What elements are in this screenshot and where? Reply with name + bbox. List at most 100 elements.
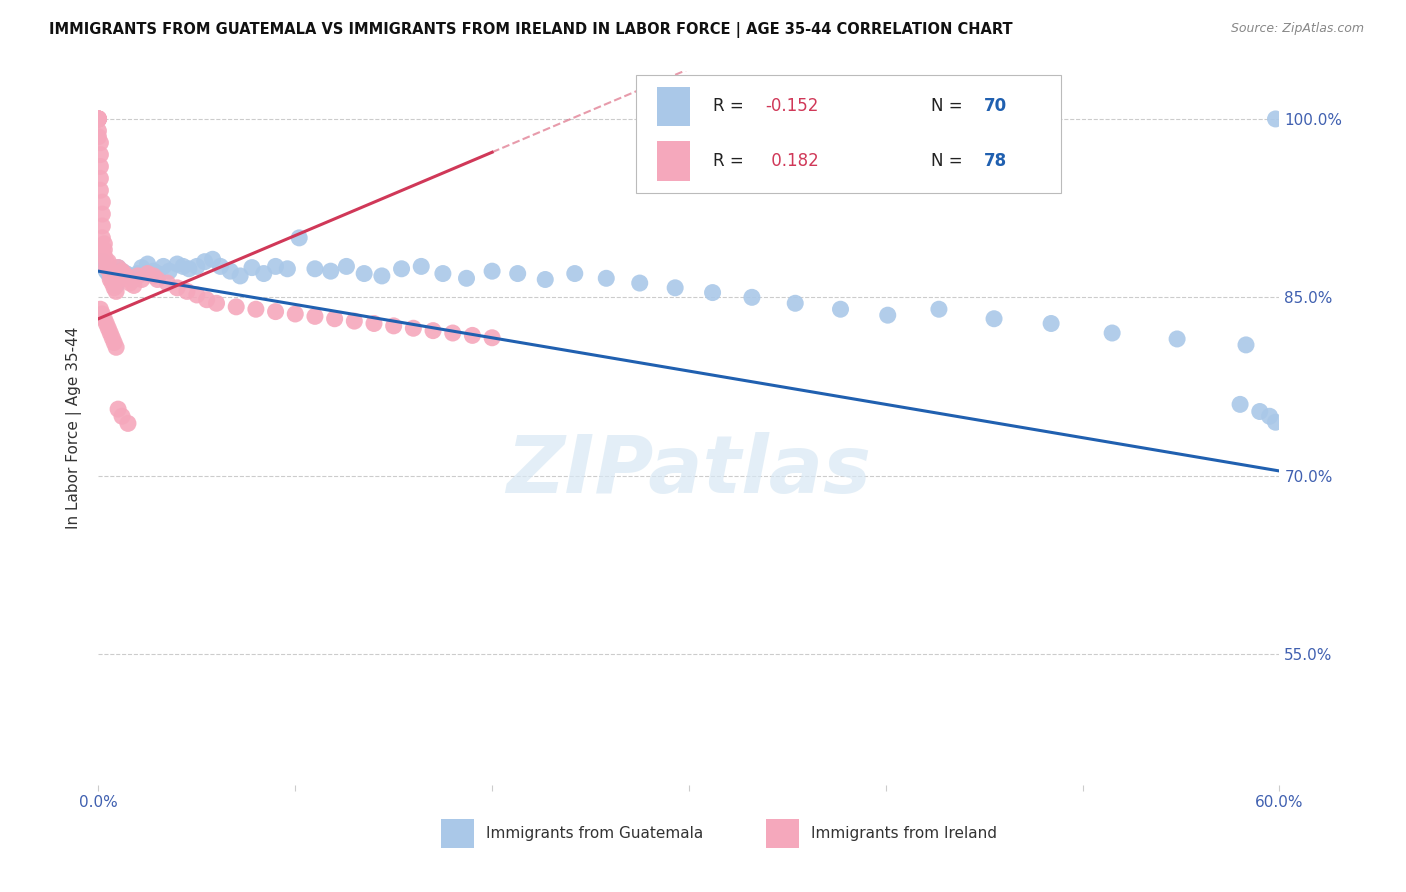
- Point: [97, 321, 120, 335]
- Point: [127, 268, 149, 283]
- Point: [240, 260, 263, 275]
- Point: [1040, 317, 1063, 331]
- Point: [87, 112, 110, 126]
- Point: [1101, 326, 1123, 340]
- Point: [89, 183, 111, 197]
- Point: [785, 296, 807, 310]
- Point: [97, 260, 120, 275]
- Point: [391, 261, 413, 276]
- Point: [201, 252, 224, 267]
- Point: [87, 112, 110, 126]
- Point: [432, 267, 454, 281]
- Point: [456, 271, 478, 285]
- Point: [264, 304, 287, 318]
- Point: [112, 267, 135, 281]
- Point: [107, 272, 129, 286]
- Text: N =: N =: [931, 152, 967, 169]
- Point: [97, 254, 120, 268]
- Point: [481, 331, 503, 345]
- Point: [111, 264, 134, 278]
- Point: [363, 317, 385, 331]
- Point: [1264, 415, 1286, 429]
- Point: [166, 257, 188, 271]
- Point: [89, 136, 111, 150]
- Point: [166, 281, 188, 295]
- Point: [702, 285, 724, 300]
- Point: [205, 296, 228, 310]
- Point: [382, 318, 405, 333]
- Point: [131, 260, 153, 275]
- Point: [98, 326, 121, 340]
- Text: 70: 70: [984, 96, 1007, 114]
- Point: [177, 261, 200, 276]
- Point: [97, 267, 120, 281]
- Point: [111, 264, 134, 278]
- Point: [93, 260, 115, 275]
- Point: [91, 219, 114, 233]
- Point: [225, 300, 247, 314]
- Point: [335, 260, 357, 274]
- Point: [93, 311, 115, 326]
- Point: [107, 260, 129, 275]
- Point: [105, 285, 128, 299]
- Point: [441, 326, 464, 340]
- Point: [534, 272, 557, 286]
- Point: [353, 267, 375, 281]
- Point: [107, 260, 129, 275]
- Point: [91, 254, 114, 268]
- Point: [89, 160, 111, 174]
- Point: [343, 314, 366, 328]
- Point: [983, 311, 1005, 326]
- Point: [628, 276, 651, 290]
- Point: [186, 260, 208, 274]
- Point: [115, 267, 138, 281]
- Point: [371, 268, 394, 283]
- Point: [93, 236, 115, 251]
- Text: IMMIGRANTS FROM GUATEMALA VS IMMIGRANTS FROM IRELAND IN LABOR FORCE | AGE 35-44 : IMMIGRANTS FROM GUATEMALA VS IMMIGRANTS …: [49, 22, 1012, 38]
- Point: [506, 267, 529, 281]
- Point: [136, 257, 159, 271]
- Point: [172, 260, 194, 274]
- Point: [96, 317, 118, 331]
- Point: [117, 417, 139, 431]
- Point: [1229, 397, 1251, 411]
- Point: [156, 276, 179, 290]
- FancyBboxPatch shape: [766, 819, 799, 847]
- Point: [264, 260, 287, 274]
- Point: [176, 285, 198, 299]
- Point: [219, 264, 242, 278]
- Text: N =: N =: [931, 96, 967, 114]
- Point: [89, 147, 111, 161]
- Point: [481, 264, 503, 278]
- Point: [87, 112, 110, 126]
- Point: [146, 272, 169, 286]
- Point: [876, 308, 898, 322]
- Text: 0.182: 0.182: [766, 152, 818, 169]
- Point: [142, 268, 165, 283]
- Point: [928, 302, 950, 317]
- Point: [276, 261, 298, 276]
- Text: Source: ZipAtlas.com: Source: ZipAtlas.com: [1230, 22, 1364, 36]
- Point: [323, 311, 346, 326]
- Point: [209, 260, 232, 274]
- Text: Immigrants from Guatemala: Immigrants from Guatemala: [486, 826, 703, 841]
- Point: [87, 112, 110, 126]
- Point: [91, 231, 114, 245]
- Point: [142, 264, 165, 278]
- Point: [118, 276, 141, 290]
- Y-axis label: In Labor Force | Age 35-44: In Labor Force | Age 35-44: [66, 327, 83, 529]
- Point: [96, 254, 118, 268]
- Point: [131, 272, 153, 286]
- Text: R =: R =: [713, 96, 748, 114]
- Point: [741, 290, 763, 304]
- Point: [91, 307, 114, 321]
- Point: [117, 272, 139, 286]
- Point: [830, 302, 852, 317]
- Point: [98, 268, 121, 283]
- Point: [304, 310, 326, 324]
- Point: [564, 267, 586, 281]
- Point: [319, 264, 342, 278]
- Point: [107, 402, 129, 417]
- Point: [89, 171, 111, 186]
- Point: [103, 281, 125, 295]
